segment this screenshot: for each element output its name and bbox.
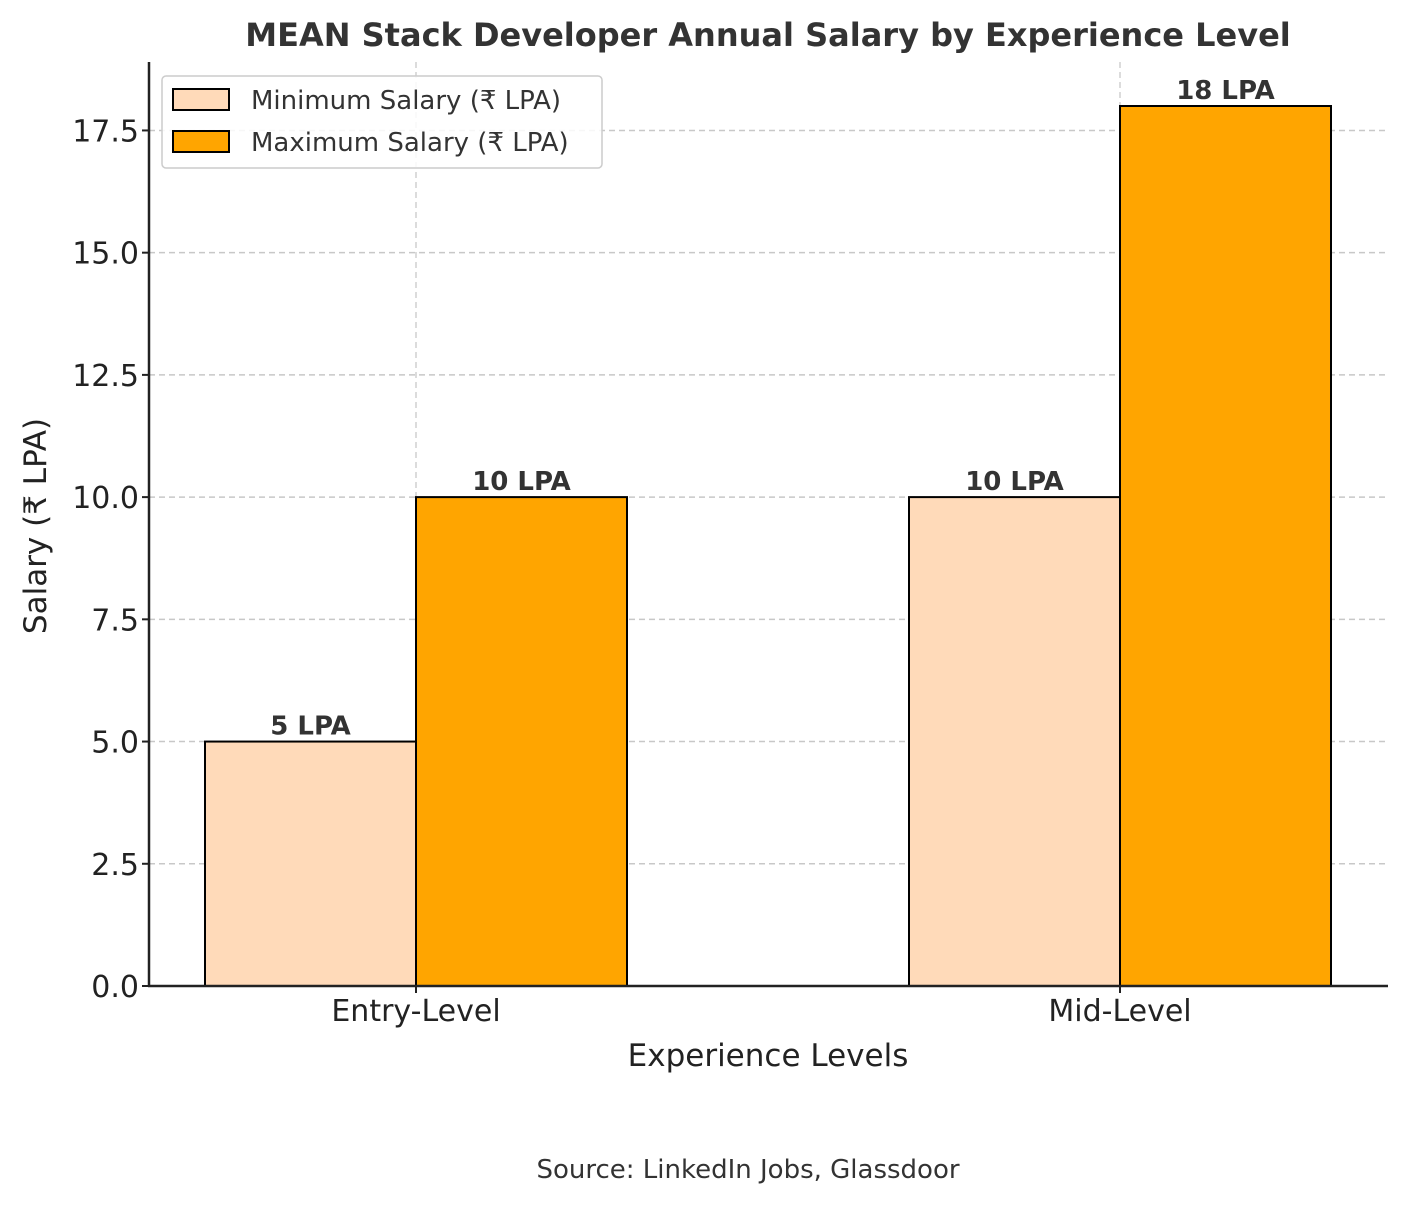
y-tick-label: 7.5 <box>91 603 139 638</box>
bars <box>204 105 1332 987</box>
bar-minimum-1 <box>908 496 1121 987</box>
x-axis-label: Experience Levels <box>628 1038 909 1074</box>
y-tick-label: 5.0 <box>91 726 139 761</box>
legend-label-maximum: Maximum Salary (₹ LPA) <box>251 128 569 158</box>
y-tick-label: 2.5 <box>91 848 139 883</box>
bar-minimum-0 <box>204 740 417 987</box>
data-label: 5 LPA <box>270 712 351 742</box>
legend-label-minimum: Minimum Salary (₹ LPA) <box>251 86 561 116</box>
y-axis-label: Salary (₹ LPA) <box>18 418 54 634</box>
chart-title: MEAN Stack Developer Annual Salary by Ex… <box>245 16 1291 54</box>
data-label: 10 LPA <box>472 467 571 497</box>
x-tick-label: Entry-Level <box>331 994 500 1029</box>
source-note: Source: LinkedIn Jobs, Glassdoor <box>536 1155 959 1185</box>
bar-maximum-1 <box>1119 105 1332 987</box>
y-tick-label: 17.5 <box>72 114 139 149</box>
legend-frame <box>161 75 603 169</box>
y-tick-label: 10.0 <box>72 481 139 516</box>
tick-labels: 0.0 2.5 5.0 7.5 10.0 12.5 15.0 17.5 Entry-Level M… <box>72 114 1191 1029</box>
data-labels: 5 LPA 10 LPA 10 LPA 18 LPA <box>270 76 1275 742</box>
legend-swatch-minimum <box>172 88 230 111</box>
bar-maximum-0 <box>415 496 628 987</box>
legend: Minimum Salary (₹ LPA) Maximum Salary (₹… <box>161 75 603 169</box>
y-tick-label: 15.0 <box>72 237 139 272</box>
data-label: 18 LPA <box>1176 76 1275 106</box>
y-tick-label: 12.5 <box>72 359 139 394</box>
legend-swatch-maximum <box>172 130 230 153</box>
y-tick-label: 0.0 <box>91 970 139 1005</box>
data-label: 10 LPA <box>965 467 1064 497</box>
axes <box>147 62 1388 988</box>
x-tick-label: Mid-Level <box>1048 994 1191 1029</box>
